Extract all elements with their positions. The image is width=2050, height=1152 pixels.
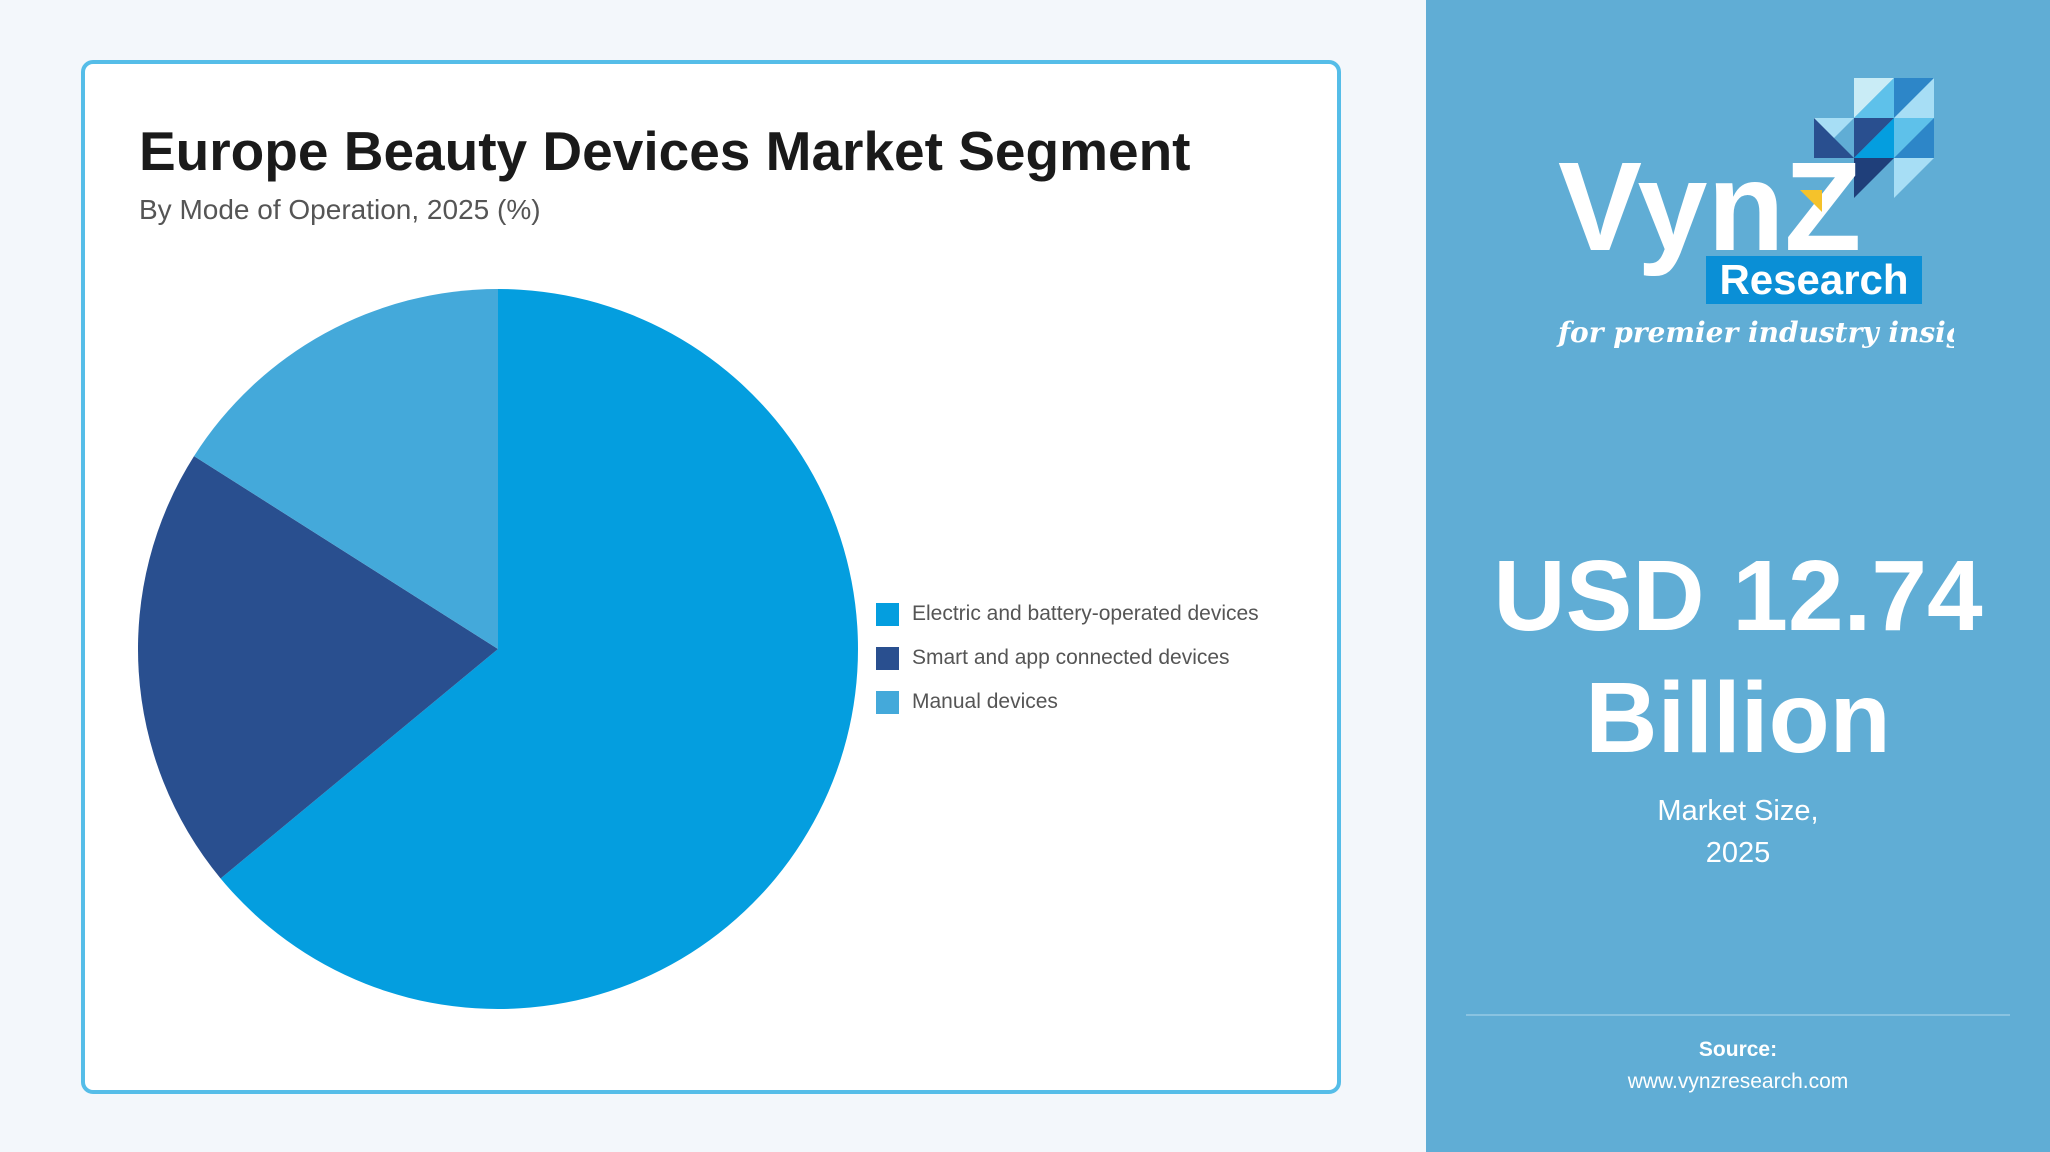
logo-brand: VynZ <box>1558 136 1861 277</box>
pie-slice-3 <box>194 289 499 649</box>
logo-triangles-graphic <box>1814 78 1934 198</box>
chart-legend: Electric and battery-operated devices Sma… <box>876 592 1259 724</box>
logo-z-accent <box>1800 190 1822 212</box>
legend-label-2: Smart and app connected devices <box>912 646 1230 669</box>
legend-label-3: Manual devices <box>912 690 1058 713</box>
legend-swatch-1 <box>876 602 899 626</box>
chart-subtitle: By Mode of Operation, 2025 (%) <box>139 194 541 225</box>
legend-item-3: Manual devices <box>876 680 1259 724</box>
pie-slice-1 <box>220 289 858 1009</box>
logo-research-badge <box>1706 256 1922 304</box>
legend-swatch-2 <box>876 646 899 670</box>
source-url[interactable]: www.vynzresearch.com <box>1627 1070 1849 1093</box>
panel-divider <box>1466 1014 2010 1016</box>
logo-tagline: for premier industry insights <box>1556 316 1954 349</box>
chart-title: Europe Beauty Devices Market Segment <box>139 120 1191 182</box>
pie-slice-2 <box>138 456 498 879</box>
legend-item-1: Electric and battery-operated devices <box>876 592 1259 636</box>
legend-label-1: Electric and battery-operated devices <box>912 602 1259 625</box>
pie-chart <box>138 289 858 1009</box>
market-size-caption-line-1: Market Size, <box>1657 795 1819 827</box>
legend-swatch-3 <box>876 690 899 714</box>
vynz-research-logo: VynZ Research for premier industry insig… <box>1556 78 1954 349</box>
market-size-caption-line-2: 2025 <box>1705 837 1771 869</box>
market-size-panel: VynZ Research for premier industry insig… <box>1426 0 2050 1152</box>
logo-research-text: Research <box>1719 256 1908 303</box>
market-size-caption: Market Size, 2025 <box>1426 790 2050 874</box>
legend-item-2: Smart and app connected devices <box>876 636 1259 680</box>
source-label: Source: <box>1698 1038 1778 1061</box>
market-size-value: USD 12.74 Billion <box>1493 540 1983 774</box>
chart-card: Europe Beauty Devices Market Segment By … <box>81 60 1341 1094</box>
